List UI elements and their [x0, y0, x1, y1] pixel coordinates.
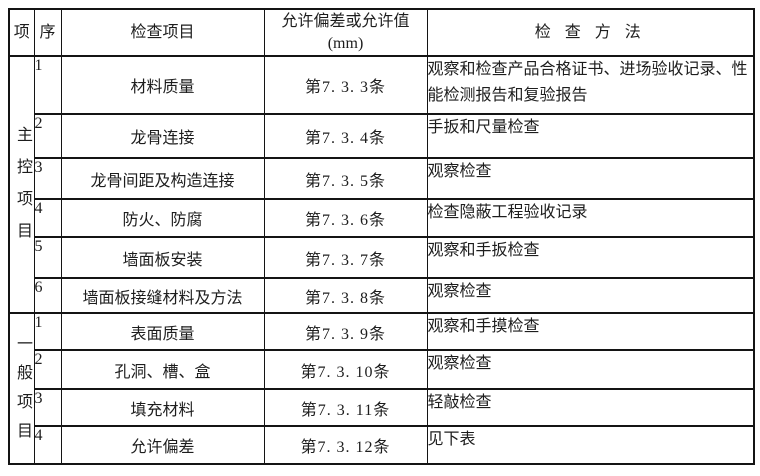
cell-value: 第7. 3. 11条	[263, 388, 428, 427]
cell-seq: 4	[33, 198, 62, 238]
cell-seq: 2	[33, 113, 62, 159]
cell-item: 材料质量	[60, 55, 265, 115]
cell-method: 观察和手摸检查	[426, 312, 755, 351]
cell-seq: 5	[33, 236, 62, 279]
cell-method: 见下表	[426, 425, 755, 465]
cell-seq: 2	[33, 349, 62, 390]
table-row: 3 填充材料 第7. 3. 11条 轻敲检查	[9, 388, 755, 427]
table-row: 6 墙面板接缝材料及方法 第7. 3. 8条 观察检查	[9, 277, 755, 314]
header-item-col: 检查项目	[60, 8, 265, 57]
cell-seq: 1	[33, 312, 62, 351]
cell-value: 第7. 3. 8条	[263, 277, 428, 314]
inspection-table: 项 序 检查项目 允许偏差或允许值 (mm) 检 查 方 法 主控项目 1 材料…	[8, 8, 755, 465]
table-row: 2 龙骨连接 第7. 3. 4条 手扳和尺量检查	[9, 113, 755, 159]
cell-seq: 3	[33, 388, 62, 427]
cell-item: 填充材料	[60, 388, 265, 427]
cell-item: 防火、防腐	[60, 198, 265, 238]
section-label-general: 一般项目	[8, 312, 35, 465]
cell-method: 观察检查	[426, 277, 755, 314]
header-value-col: 允许偏差或允许值 (mm)	[263, 8, 428, 57]
cell-seq: 3	[33, 157, 62, 200]
table-row: 5 墙面板安装 第7. 3. 7条 观察和手扳检查	[9, 236, 755, 279]
cell-seq: 4	[33, 425, 62, 465]
cell-method: 轻敲检查	[426, 388, 755, 427]
cell-value: 第7. 3. 6条	[263, 198, 428, 238]
cell-value: 第7. 3. 7条	[263, 236, 428, 279]
table-row: 3 龙骨间距及构造连接 第7. 3. 5条 观察检查	[9, 157, 755, 200]
header-value-line1: 允许偏差或允许值	[281, 12, 410, 30]
cell-value: 第7. 3. 5条	[263, 157, 428, 200]
cell-method: 观察和检查产品合格证书、进场验收记录、性能检测报告和复验报告	[426, 55, 755, 115]
header-seq-col: 序	[33, 8, 62, 57]
cell-method: 观察检查	[426, 349, 755, 390]
cell-method: 手扳和尺量检查	[426, 113, 755, 159]
cell-method: 观察和手扳检查	[426, 236, 755, 279]
cell-method: 检查隐蔽工程验收记录	[426, 198, 755, 238]
header-method-col: 检 查 方 法	[426, 8, 755, 57]
cell-value: 第7. 3. 12条	[263, 425, 428, 465]
cell-item: 龙骨间距及构造连接	[60, 157, 265, 200]
header-section-col: 项	[8, 8, 35, 57]
table-row: 一般项目 1 表面质量 第7. 3. 9条 观察和手摸检查	[8, 312, 755, 465]
cell-item: 表面质量	[60, 312, 265, 351]
section-label-text: 一般项目	[14, 334, 31, 451]
section-label-text: 主控项目	[14, 126, 31, 254]
cell-item: 孔洞、槽、盒	[60, 349, 265, 390]
cell-seq: 1	[33, 55, 62, 115]
cell-item: 墙面板接缝材料及方法	[60, 277, 265, 314]
header-value-line2: (mm)	[327, 34, 364, 52]
cell-item: 允许偏差	[60, 425, 265, 465]
table-row: 4 防火、防腐 第7. 3. 6条 检查隐蔽工程验收记录	[9, 198, 755, 238]
table-row: 主控项目 1 材料质量 第7. 3. 3条 观察和检查产品合格证书、进场验收记录…	[8, 55, 755, 314]
cell-seq: 6	[33, 277, 62, 314]
table-row: 4 允许偏差 第7. 3. 12条 见下表	[9, 425, 755, 465]
cell-method: 观察检查	[426, 157, 755, 200]
cell-value: 第7. 3. 9条	[263, 312, 428, 351]
cell-item: 龙骨连接	[60, 113, 265, 159]
cell-value: 第7. 3. 4条	[263, 113, 428, 159]
cell-value: 第7. 3. 3条	[263, 55, 428, 115]
section-label-main-control: 主控项目	[8, 55, 35, 314]
table-row: 2 孔洞、槽、盒 第7. 3. 10条 观察检查	[9, 349, 755, 390]
cell-item: 墙面板安装	[60, 236, 265, 279]
header-row: 项 序 检查项目 允许偏差或允许值 (mm) 检 查 方 法	[8, 8, 755, 57]
cell-value: 第7. 3. 10条	[263, 349, 428, 390]
